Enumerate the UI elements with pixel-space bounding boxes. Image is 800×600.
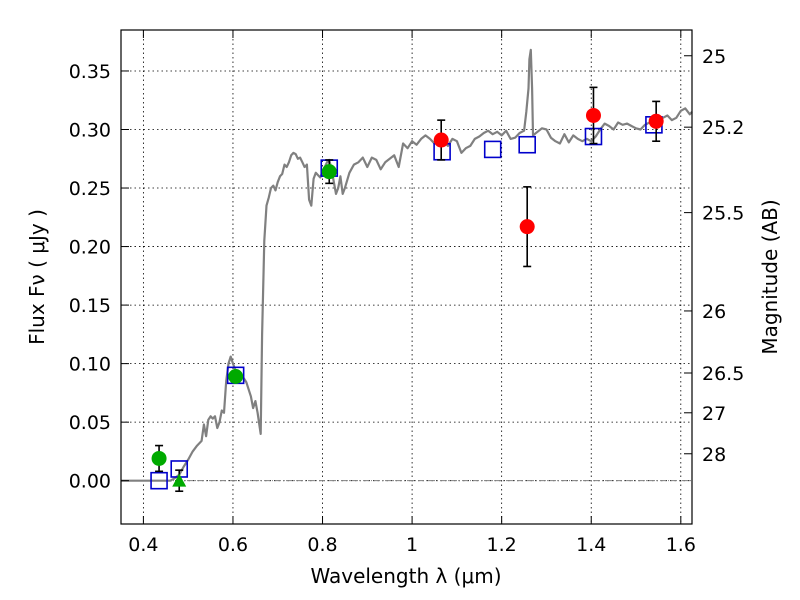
- x-tick-label: 1.6: [666, 534, 696, 556]
- x-tick-label: 1.2: [487, 534, 517, 556]
- y2-tick-label: 28: [702, 444, 726, 466]
- plot-frame: [120, 29, 693, 525]
- y2-axis-title: Magnitude (AB): [758, 199, 782, 354]
- y-tick-label: 0.30: [69, 120, 111, 142]
- x-axis-title: Wavelength λ (μm): [310, 564, 501, 588]
- x-tick-label: 0.8: [307, 534, 337, 556]
- x-tick-label: 0.4: [128, 534, 158, 556]
- y-tick-label: 0.15: [69, 295, 111, 317]
- observed-point: [519, 219, 535, 235]
- y2-tick-label: 25: [702, 46, 726, 68]
- y2-tick-labels: 25 25.2 25.5 26 26.5 27 28: [702, 46, 744, 466]
- model-photometry-square: [150, 471, 168, 490]
- tick-layer: [121, 30, 692, 524]
- observed-points-layer: [151, 107, 664, 487]
- x-tick-label: 1: [406, 534, 418, 556]
- y-tick-label: 0.25: [69, 178, 111, 200]
- y2-tick-label: 27: [702, 403, 726, 425]
- x-tick-label: 1.4: [576, 534, 606, 556]
- model-photometry-square: [518, 135, 536, 154]
- y-tick-label: 0.05: [69, 412, 111, 434]
- y2-tick-label: 26.5: [702, 363, 744, 385]
- y-tick-label: 0.10: [69, 354, 111, 376]
- observed-point: [648, 113, 664, 129]
- y2-tick-label: 25.2: [702, 117, 744, 139]
- observed-point: [228, 369, 244, 385]
- y-axis-title: Flux Fν ( μJy ): [25, 209, 49, 345]
- observed-point: [433, 132, 449, 148]
- y2-tick-label: 26: [702, 301, 726, 323]
- y2-tick-label: 25.5: [702, 203, 744, 225]
- model-photometry-square: [483, 140, 502, 159]
- y-tick-labels: 0.00 0.05 0.10 0.15 0.20 0.25 0.30 0.35: [69, 61, 111, 493]
- observed-point: [321, 164, 337, 180]
- y-tick-label: 0.20: [69, 237, 111, 259]
- x-tick-labels: 0.4 0.6 0.8 1 1.2 1.4 1.6: [128, 534, 696, 556]
- upper-limit-triangle: [172, 473, 187, 487]
- y-tick-label: 0.00: [69, 471, 111, 493]
- observed-point: [585, 107, 601, 123]
- x-tick-label: 0.6: [218, 534, 248, 556]
- y-tick-label: 0.35: [69, 61, 111, 83]
- observed-point: [151, 450, 167, 466]
